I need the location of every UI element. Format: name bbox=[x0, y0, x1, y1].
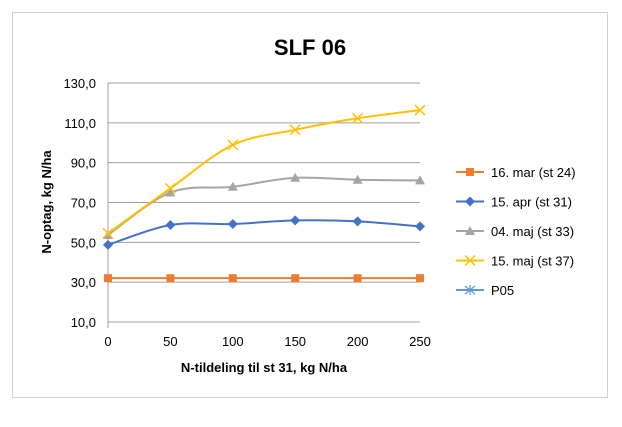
data-point bbox=[290, 172, 301, 182]
data-point bbox=[166, 274, 175, 283]
data-point bbox=[352, 216, 363, 227]
legend-label: 15. apr (st 31) bbox=[491, 195, 572, 210]
x-tick-label: 100 bbox=[222, 334, 244, 349]
data-point bbox=[103, 239, 113, 250]
chart-area bbox=[12, 12, 608, 398]
x-axis-label: N-tildeling til st 31, kg N/ha bbox=[181, 360, 348, 375]
data-point bbox=[353, 274, 362, 283]
legend-label: 15. maj (st 37) bbox=[491, 254, 574, 269]
series-line bbox=[107, 109, 421, 235]
data-point bbox=[227, 219, 238, 230]
chart-title: SLF 06 bbox=[274, 35, 346, 60]
data-point bbox=[291, 274, 300, 283]
legend-label: P05 bbox=[491, 283, 514, 298]
x-tick-label: 150 bbox=[284, 334, 306, 349]
data-point bbox=[352, 174, 363, 184]
legend-marker bbox=[465, 226, 475, 235]
data-point bbox=[164, 182, 176, 194]
legend-label: 16. mar (st 24) bbox=[491, 165, 576, 180]
legend-label: 04. maj (st 33) bbox=[491, 224, 574, 239]
data-point bbox=[228, 274, 237, 283]
data-point bbox=[415, 175, 425, 185]
series-line bbox=[107, 219, 421, 246]
y-tick-label: 130,0 bbox=[63, 76, 96, 91]
y-tick-label: 70,0 bbox=[71, 196, 96, 211]
data-point bbox=[352, 112, 364, 124]
legend-marker bbox=[464, 285, 476, 295]
data-point bbox=[414, 104, 426, 116]
x-tick-label: 50 bbox=[163, 334, 177, 349]
x-tick-label: 0 bbox=[104, 334, 111, 349]
data-point bbox=[227, 139, 239, 151]
data-point bbox=[289, 124, 301, 136]
data-point bbox=[104, 274, 112, 283]
x-tick-label: 200 bbox=[347, 334, 369, 349]
data-point bbox=[165, 187, 176, 197]
y-tick-label: 30,0 bbox=[71, 275, 96, 290]
y-tick-label: 110,0 bbox=[64, 116, 96, 131]
legend-marker bbox=[465, 196, 475, 207]
data-point bbox=[415, 221, 425, 232]
y-axis-label: N-optag, kg N/ha bbox=[39, 150, 54, 254]
legend-marker bbox=[464, 254, 476, 267]
y-tick-label: 10,0 bbox=[71, 315, 96, 330]
data-point bbox=[102, 227, 114, 239]
y-tick-label: 50,0 bbox=[71, 235, 96, 250]
data-point bbox=[165, 220, 176, 231]
y-tick-label: 90,0 bbox=[71, 156, 96, 171]
legend-marker bbox=[466, 168, 474, 176]
series-line bbox=[107, 176, 421, 236]
data-point bbox=[290, 215, 301, 226]
data-point bbox=[416, 274, 424, 283]
data-point bbox=[227, 181, 238, 191]
x-tick-label: 250 bbox=[409, 334, 431, 349]
